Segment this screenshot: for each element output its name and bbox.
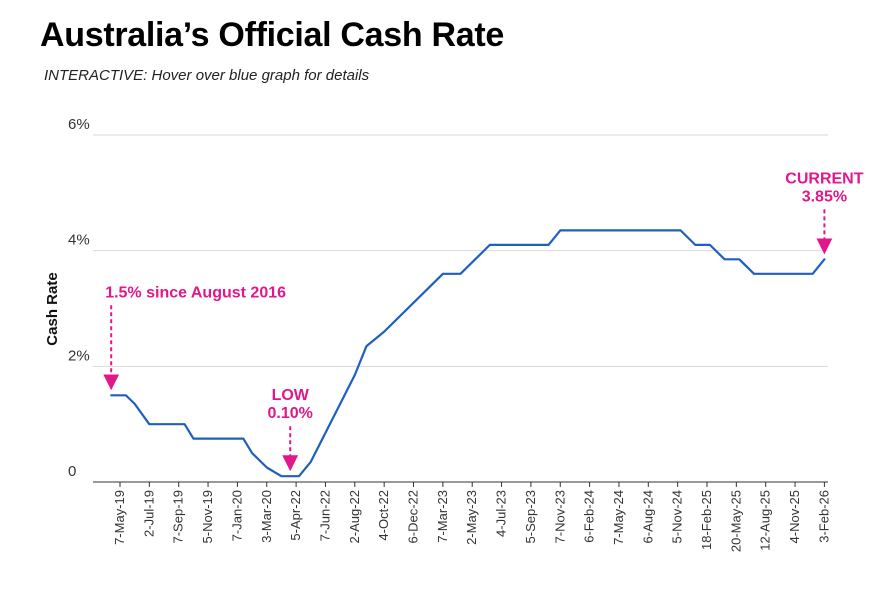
- x-tick-label: 5-Nov-24: [670, 490, 685, 543]
- x-tick-label: 7-Mar-23: [435, 490, 450, 543]
- annotation-label: LOW: [272, 387, 310, 404]
- x-tick-label: 3-Mar-20: [259, 490, 274, 543]
- x-tick-label: 18-Feb-25: [699, 490, 714, 550]
- y-tick-label: 6%: [68, 116, 90, 133]
- x-tick-label: 7-May-24: [611, 490, 626, 545]
- annotation-label: 1.5% since August 2016: [105, 284, 286, 301]
- x-tick-label: 7-Jun-22: [317, 490, 332, 541]
- page-title: Australia’s Official Cash Rate: [40, 16, 505, 54]
- x-tick-label: 2-Jul-19: [141, 490, 156, 537]
- annotation-label: 0.10%: [268, 405, 313, 422]
- x-tick-label: 6-Dec-22: [406, 490, 421, 543]
- annotation-label: 3.85%: [802, 188, 847, 205]
- x-tick-label: 4-Nov-25: [787, 490, 802, 543]
- x-tick-label: 4-Jul-23: [494, 490, 509, 537]
- y-axis-label: Cash Rate: [44, 272, 61, 345]
- x-tick-label: 3-Feb-26: [816, 490, 831, 543]
- x-tick-label: 7-Sep-19: [171, 490, 186, 543]
- x-tick-label: 4-Oct-22: [376, 490, 391, 541]
- x-tick-label: 6-Feb-24: [582, 490, 597, 543]
- y-tick-label: 4%: [68, 232, 90, 249]
- x-tick-label: 2-Aug-22: [347, 490, 362, 543]
- page-subtitle: INTERACTIVE: Hover over blue graph for d…: [44, 67, 370, 84]
- x-tick-label: 7-Jan-20: [229, 490, 244, 541]
- x-tick-label: 5-Nov-19: [200, 490, 215, 543]
- y-tick-label: 0: [68, 463, 76, 480]
- x-tick-label: 20-May-25: [728, 490, 743, 552]
- x-tick-label: 5-Sep-23: [523, 490, 538, 543]
- x-tick-label: 7-May-19: [112, 490, 127, 545]
- x-tick-label: 2-May-23: [464, 490, 479, 545]
- series-line-cash-rate: [110, 229, 826, 478]
- x-tick-label: 7-Nov-23: [552, 490, 567, 543]
- annotation-label: CURRENT: [785, 170, 863, 187]
- y-tick-label: 2%: [68, 347, 90, 364]
- x-tick-label: 6-Aug-24: [640, 490, 655, 543]
- x-tick-label: 5-Apr-22: [288, 490, 303, 541]
- x-tick-label: 12-Aug-25: [758, 490, 773, 551]
